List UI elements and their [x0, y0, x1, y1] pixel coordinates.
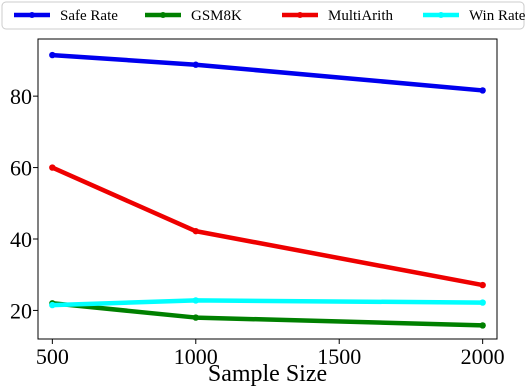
legend-label: MultiArith [328, 8, 394, 24]
data-point-multiarith [49, 164, 56, 171]
data-point-win-rate [49, 301, 56, 309]
legend-label: GSM8K [191, 8, 242, 24]
x-tick-label: 1000 [174, 344, 218, 369]
axis-ticks: 500 1000 1500 2000 20 40 60 80 [10, 84, 505, 369]
legend-label: Safe Rate [60, 8, 118, 24]
data-point-safe-rate [479, 87, 486, 94]
legend-marker [29, 12, 35, 18]
data-point-win-rate [479, 299, 486, 306]
data-point-safe-rate [49, 51, 56, 59]
legend-marker [438, 12, 444, 18]
legend-label: Win Rate [469, 8, 526, 24]
y-tick-label: 80 [10, 84, 32, 109]
data-point-safe-rate [192, 61, 199, 68]
series-line-safe-rate [50, 52, 485, 93]
data-point-multiarith [192, 227, 199, 235]
series-line-multiarith [50, 165, 485, 288]
plot-area-frame [37, 38, 498, 340]
y-tick-label: 40 [10, 227, 32, 252]
data-point-multiarith [479, 281, 486, 289]
legend: Safe Rate GSM8K MultiArith Win Rate [1, 1, 526, 30]
data-point-gsm8k [479, 322, 486, 329]
series-line-gsm8k [50, 301, 485, 328]
data-point-gsm8k [192, 314, 199, 321]
legend-box [1, 1, 525, 30]
legend-item-gsm8k: GSM8K [145, 8, 242, 24]
legend-item-safe-rate: Safe Rate [14, 8, 118, 24]
x-axis-label: Sample Size [208, 361, 327, 387]
legend-item-multiarith: MultiArith [282, 8, 394, 24]
data-point-win-rate [192, 297, 199, 304]
x-tick-label: 2000 [461, 344, 505, 369]
series-line-win-rate [50, 298, 485, 308]
legend-marker [160, 12, 166, 18]
series-lines [49, 51, 486, 329]
x-tick-label: 500 [36, 344, 69, 369]
legend-marker [297, 12, 303, 18]
y-tick-label: 20 [10, 298, 32, 323]
y-tick-label: 60 [10, 156, 32, 181]
legend-item-win-rate: Win Rate [423, 8, 526, 24]
x-tick-label: 1500 [317, 344, 361, 369]
